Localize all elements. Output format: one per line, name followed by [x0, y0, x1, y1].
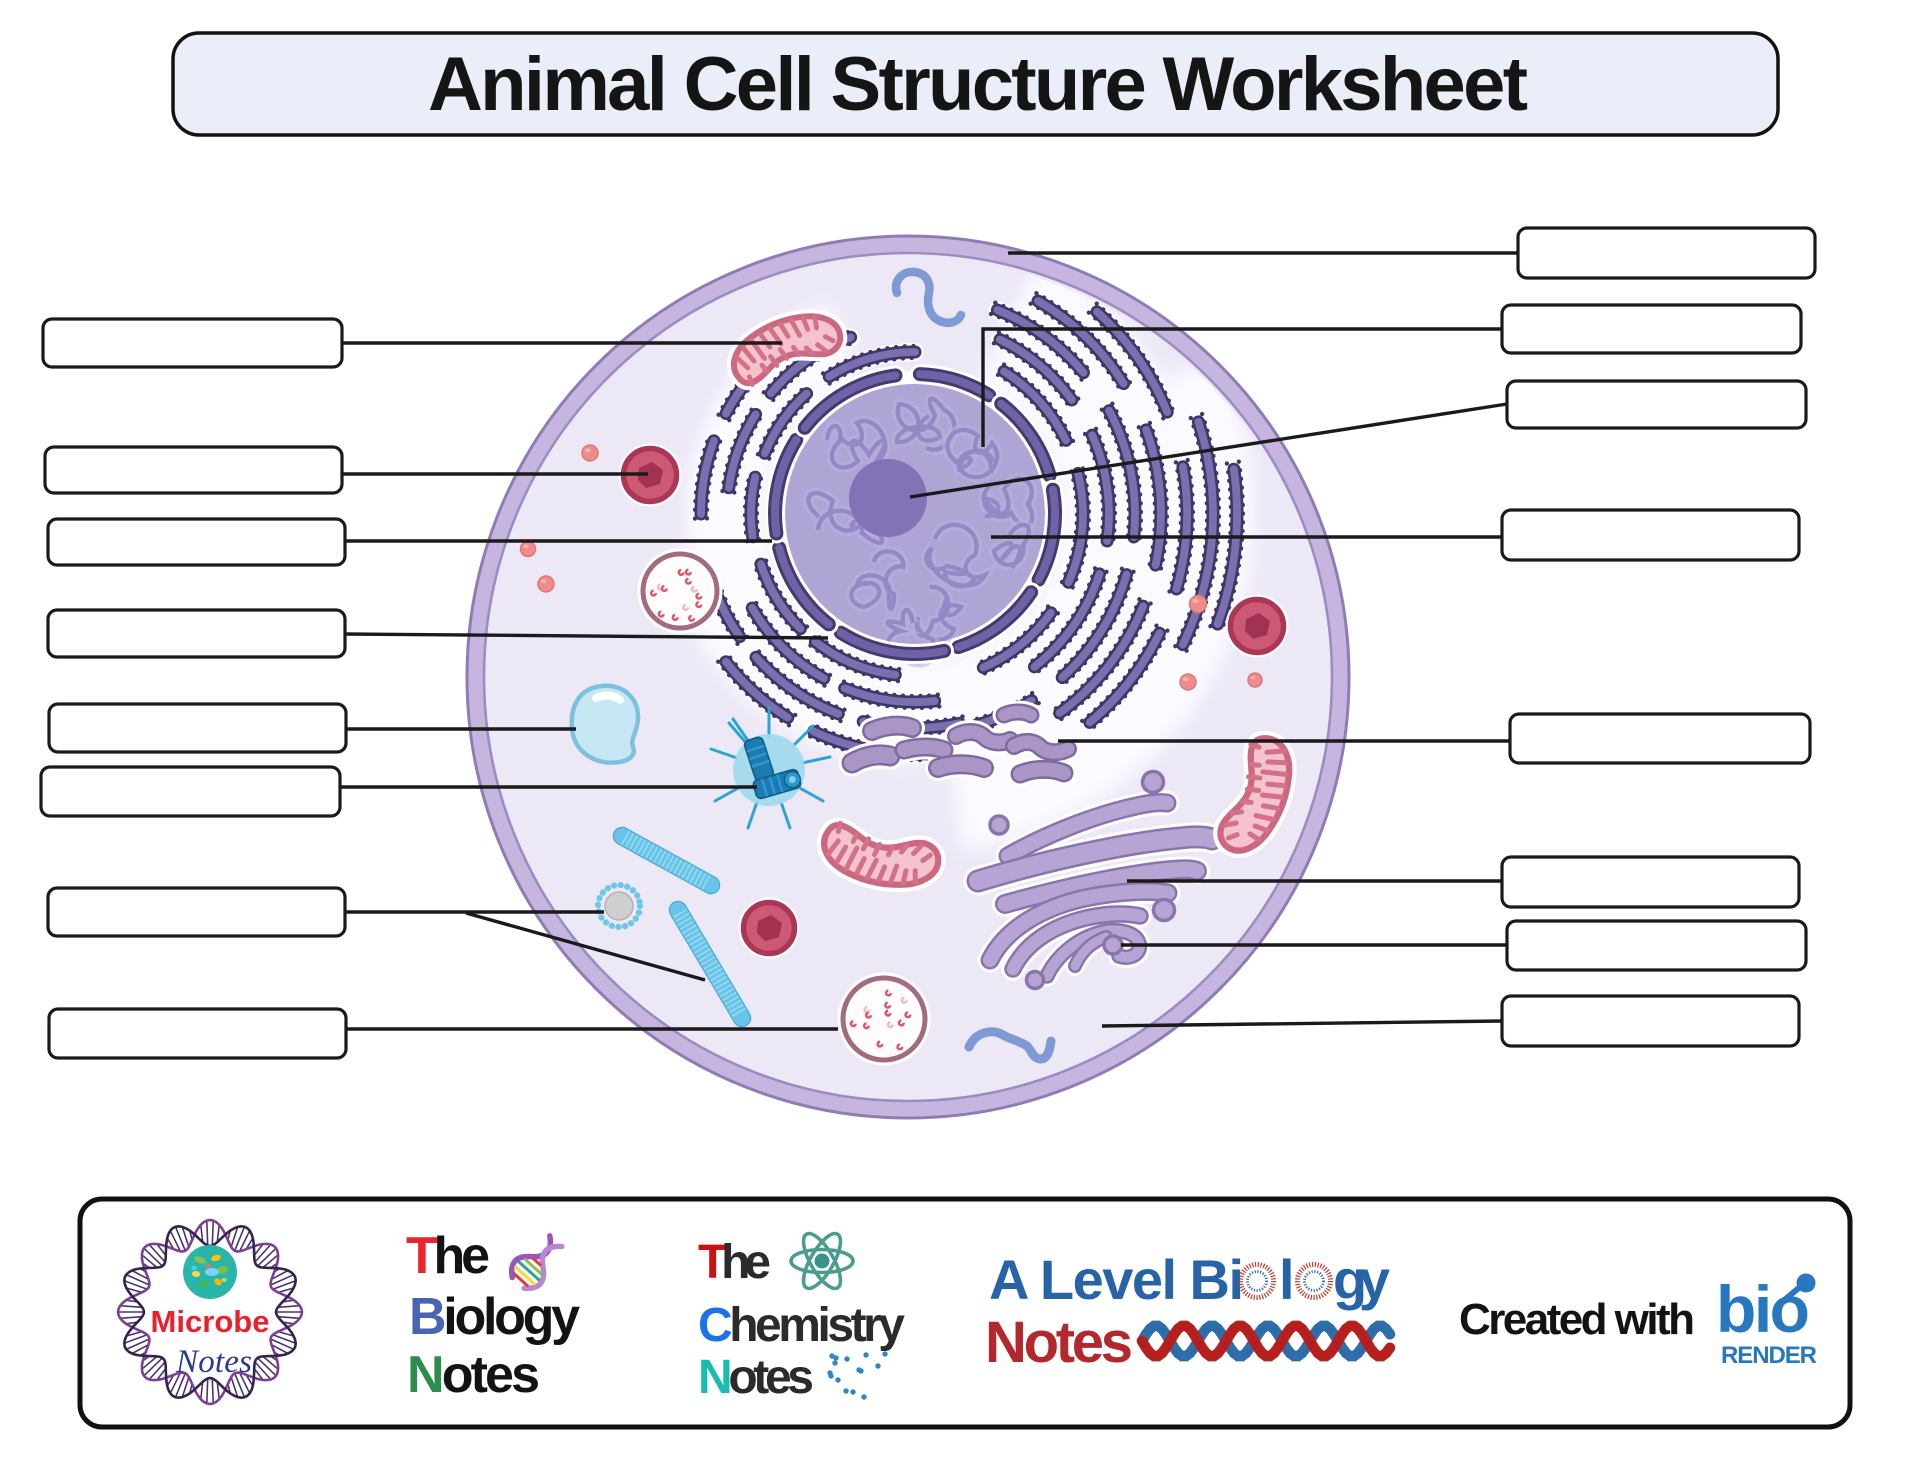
svg-text:Animal Cell Structure Workshee: Animal Cell Structure Worksheet — [428, 42, 1528, 127]
svg-text:The: The — [406, 1227, 490, 1285]
svg-text:l: l — [1279, 1248, 1295, 1311]
svg-text:Notes: Notes — [175, 1344, 252, 1380]
svg-text:Biology: Biology — [409, 1288, 580, 1346]
svg-text:Created with: Created with — [1459, 1295, 1695, 1344]
svg-text:Notes: Notes — [985, 1310, 1133, 1375]
svg-text:The: The — [698, 1236, 771, 1289]
svg-text:A Level Bi: A Level Bi — [989, 1248, 1244, 1311]
svg-text:Notes: Notes — [698, 1351, 814, 1404]
svg-text:gy: gy — [1333, 1248, 1390, 1311]
svg-text:Chemistry: Chemistry — [698, 1299, 905, 1352]
svg-text:RENDER: RENDER — [1721, 1342, 1817, 1369]
svg-text:Microbe: Microbe — [151, 1304, 270, 1339]
svg-text:Notes: Notes — [407, 1346, 540, 1404]
svg-text:bio: bio — [1716, 1272, 1810, 1346]
